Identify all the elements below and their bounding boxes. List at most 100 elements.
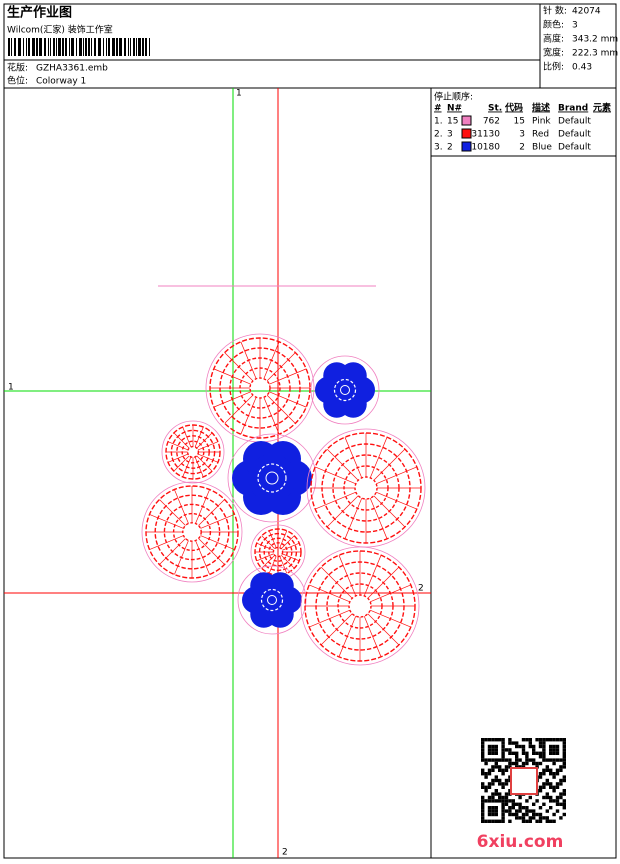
design-label: 花版: bbox=[7, 62, 28, 74]
bar bbox=[44, 38, 46, 56]
page-border bbox=[3, 3, 617, 859]
qr-cell bbox=[484, 758, 488, 762]
spoke bbox=[309, 584, 350, 603]
qr-cell bbox=[555, 738, 560, 742]
qr-cell bbox=[511, 806, 515, 810]
bar bbox=[36, 38, 38, 56]
qr-cell bbox=[535, 761, 539, 766]
stat-value: 0.43 bbox=[572, 63, 592, 73]
qr-cell bbox=[491, 765, 495, 769]
qr-cell bbox=[538, 744, 543, 749]
qr-cell bbox=[525, 755, 529, 759]
qr-cell bbox=[481, 806, 485, 810]
bar bbox=[94, 38, 96, 56]
qr-cell bbox=[484, 761, 488, 766]
motif bbox=[227, 433, 317, 523]
qr-cell bbox=[481, 795, 485, 800]
qr-cell bbox=[491, 806, 495, 810]
spoke bbox=[182, 456, 192, 478]
qr-cell bbox=[511, 741, 515, 745]
marker: 1 bbox=[236, 89, 242, 99]
qr-cell bbox=[501, 816, 505, 820]
qr-cell bbox=[481, 812, 485, 817]
qr-cell bbox=[518, 802, 522, 806]
qr-cell bbox=[562, 751, 566, 755]
spoke bbox=[320, 566, 353, 599]
qr-cell bbox=[552, 748, 556, 752]
qr-cell bbox=[491, 812, 495, 817]
qr-cell bbox=[545, 768, 549, 772]
bar bbox=[136, 38, 137, 56]
qr-cell bbox=[487, 772, 492, 776]
spoke bbox=[263, 397, 280, 435]
spoke bbox=[196, 432, 213, 449]
spoke bbox=[195, 489, 210, 524]
qr-cell bbox=[498, 782, 502, 786]
qr-cell bbox=[525, 738, 529, 742]
qr-cell bbox=[518, 744, 522, 749]
qr-cell bbox=[532, 812, 536, 817]
row-index: 2. bbox=[434, 130, 443, 140]
bar bbox=[85, 38, 87, 56]
qr-cell bbox=[562, 799, 566, 803]
bar bbox=[56, 38, 57, 56]
row-needle: 15 bbox=[447, 117, 458, 127]
qr-cell bbox=[508, 789, 512, 793]
qr-cell bbox=[521, 738, 526, 742]
spoke bbox=[373, 448, 406, 481]
qr-cell bbox=[552, 789, 556, 793]
spoke bbox=[173, 432, 190, 449]
qr-cell bbox=[559, 768, 563, 772]
qr-cell bbox=[555, 744, 560, 749]
qr-cell bbox=[535, 799, 539, 803]
qr-cell bbox=[481, 785, 485, 789]
qr-cell bbox=[552, 812, 556, 817]
design: GZHA3361.emb bbox=[36, 64, 108, 74]
qr-cell bbox=[511, 802, 515, 806]
qr-cell bbox=[535, 751, 539, 755]
bar bbox=[69, 38, 70, 56]
qr-cell bbox=[481, 751, 485, 755]
qr-cell bbox=[545, 782, 549, 786]
qr-cell bbox=[508, 809, 512, 813]
qr-cell bbox=[538, 751, 543, 755]
center-ring bbox=[333, 378, 357, 402]
qr-cell bbox=[487, 744, 492, 749]
qr-code bbox=[481, 738, 566, 823]
qr-cell bbox=[538, 772, 543, 776]
qr-cell bbox=[562, 789, 566, 793]
spoke bbox=[281, 535, 295, 549]
qr-cell bbox=[532, 758, 536, 762]
column-header: 描述 bbox=[532, 102, 550, 114]
qr-cell bbox=[504, 768, 509, 772]
qr-cell bbox=[511, 812, 515, 817]
qr-cell bbox=[481, 809, 485, 813]
spoke bbox=[149, 535, 184, 550]
qr-cell bbox=[498, 795, 502, 800]
qr-cell bbox=[491, 748, 495, 752]
qr-cell bbox=[545, 758, 549, 762]
row-needle: 2 bbox=[447, 143, 453, 153]
qr-cell bbox=[494, 748, 498, 752]
qr-cell bbox=[481, 768, 485, 772]
spoke bbox=[338, 616, 357, 657]
qr-cell bbox=[555, 772, 560, 776]
center bbox=[327, 372, 363, 408]
bar bbox=[83, 38, 84, 56]
qr-cell bbox=[538, 761, 543, 766]
qr-cell bbox=[538, 789, 543, 793]
qr-cell bbox=[494, 812, 498, 817]
qr-cell bbox=[545, 795, 549, 800]
qr-cell bbox=[508, 765, 512, 769]
qr-cell bbox=[501, 748, 505, 752]
spoke bbox=[326, 448, 359, 481]
qr-cell bbox=[501, 741, 505, 745]
center-dot bbox=[340, 385, 350, 395]
qr-cell bbox=[498, 758, 502, 762]
qr-cell bbox=[508, 819, 512, 823]
row-brand: Default bbox=[558, 143, 591, 153]
center bbox=[254, 582, 290, 618]
motif bbox=[205, 333, 315, 443]
bar bbox=[62, 38, 64, 56]
qr-cell bbox=[487, 812, 492, 817]
